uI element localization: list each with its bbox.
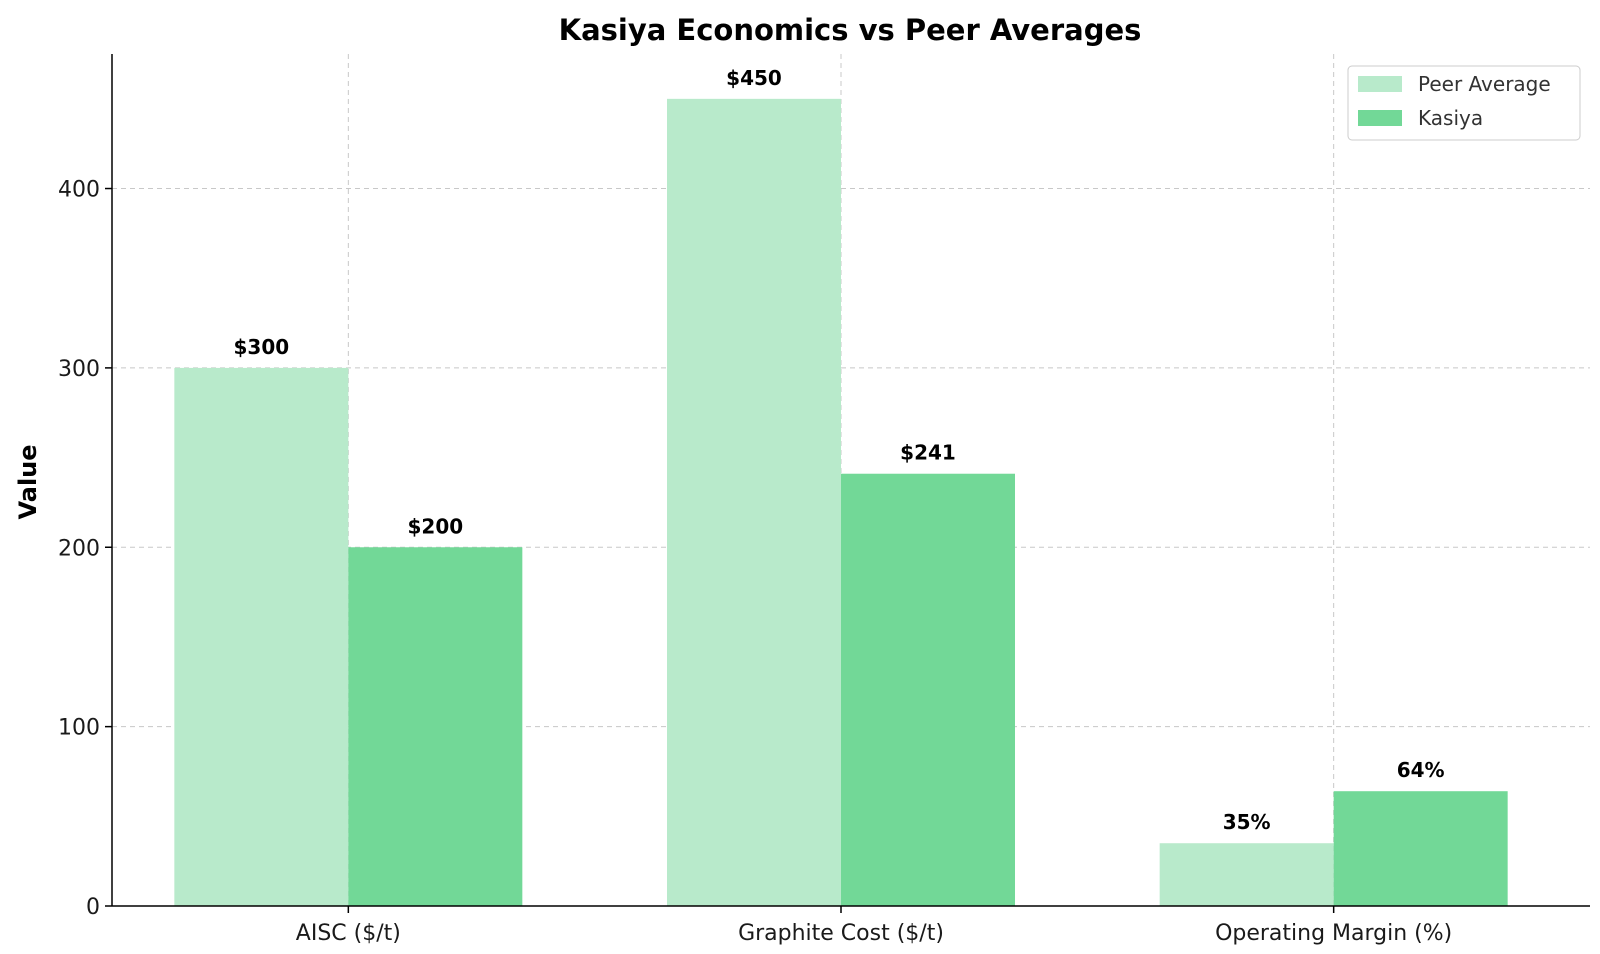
data-label: 64% [1397, 758, 1445, 782]
x-tick-label: AISC ($/t) [296, 921, 401, 946]
data-labels: $300 $200 $450 $241 35% 64% [233, 66, 1444, 834]
y-axis-label: Value [14, 444, 42, 519]
data-label: $241 [900, 441, 956, 465]
data-label: $450 [726, 66, 782, 90]
y-tick-label: 200 [58, 536, 100, 561]
legend-entry: Kasiya [1418, 106, 1483, 130]
bar-kasiya-3 [1333, 791, 1508, 906]
legend-swatch [1358, 110, 1402, 126]
chart-title: Kasiya Economics vs Peer Averages [559, 13, 1142, 47]
data-label: 35% [1223, 810, 1271, 834]
bars [174, 98, 1508, 906]
data-label: $200 [407, 514, 463, 538]
bar-kasiya-1 [348, 547, 523, 906]
bar-peer-average-2 [667, 98, 841, 906]
bar-kasiya-2 [841, 473, 1015, 906]
x-tick-label: Graphite Cost ($/t) [738, 921, 944, 946]
axes: 0 100 200 300 400 AISC ($/t) Graphite Cost ($/… [58, 54, 1590, 946]
data-label: $300 [233, 335, 289, 359]
y-tick-label: 400 [58, 178, 100, 203]
bar-peer-average-3 [1159, 843, 1334, 906]
legend-swatch [1358, 76, 1402, 92]
y-tick-label: 0 [86, 895, 100, 920]
y-tick-label: 300 [58, 357, 100, 382]
legend-entry: Peer Average [1418, 72, 1551, 96]
legend-frame [1347, 65, 1581, 141]
legend: Peer Average Kasiya [1347, 65, 1581, 141]
bar-peer-average-1 [174, 367, 349, 906]
y-tick-label: 100 [58, 716, 100, 741]
x-tick-label: Operating Margin (%) [1215, 921, 1452, 946]
